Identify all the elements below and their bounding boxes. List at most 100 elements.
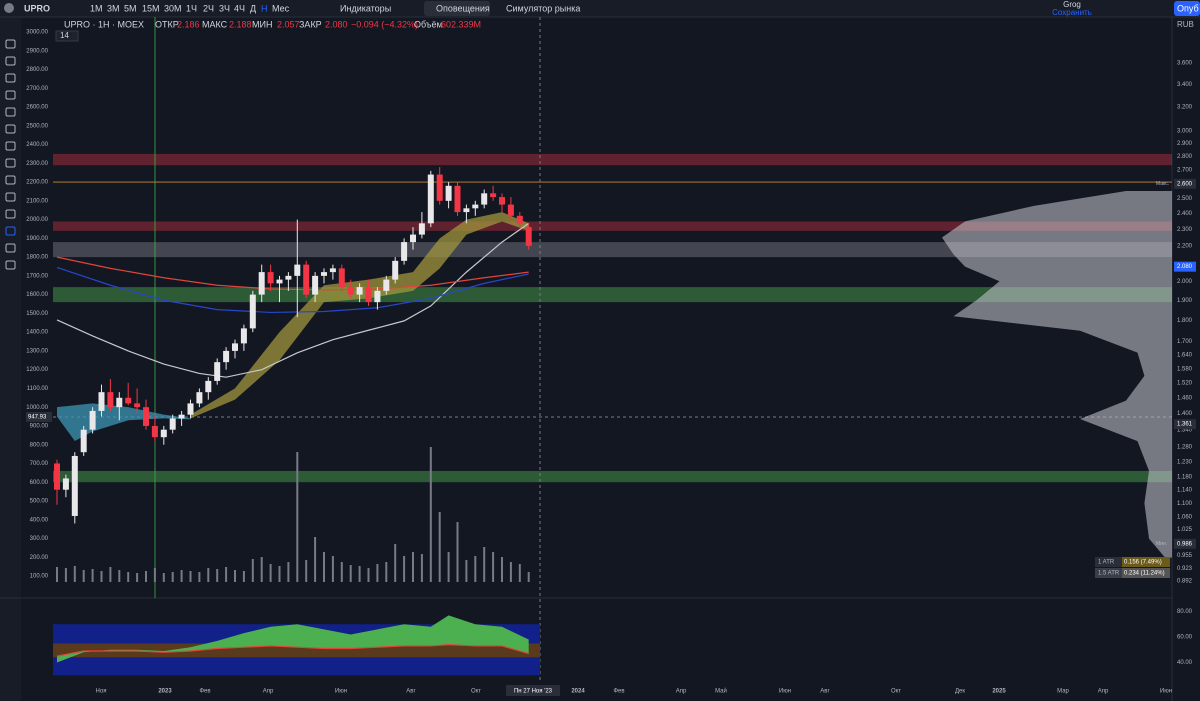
left-tick-label: 2900.00 <box>26 48 48 54</box>
tool-icon[interactable] <box>5 107 16 117</box>
replay-button[interactable]: Симулятор рынка <box>506 3 580 13</box>
tool-icon[interactable] <box>5 39 16 49</box>
right-tick-label: 1.800 <box>1177 318 1193 324</box>
interval-button[interactable]: 3Ч <box>219 3 230 13</box>
volume-bar <box>180 570 183 582</box>
indicators-button[interactable]: Индикаторы <box>340 3 391 13</box>
indicator-band <box>53 657 540 676</box>
legend-symbol: UPRO · 1Н · MOEX <box>64 19 144 29</box>
right-tick-label: 1.280 <box>1177 444 1193 450</box>
volume-bar <box>207 568 210 582</box>
right-tick-label: 1.640 <box>1177 352 1193 358</box>
candle-body <box>472 204 479 209</box>
volume-bar <box>420 554 423 582</box>
symbol[interactable]: UPRO <box>24 3 50 13</box>
candle-body <box>454 185 461 213</box>
atr-value: 0.234 (11.24%) <box>1124 571 1165 577</box>
left-tick-label: 700.00 <box>30 461 49 467</box>
right-tick-label: 2.400 <box>1177 211 1193 217</box>
tool-icon[interactable] <box>5 56 16 66</box>
interval-button[interactable]: Мес <box>272 3 290 13</box>
zone <box>53 242 1172 258</box>
right-tick-label: 3.200 <box>1177 104 1193 110</box>
left-tick-label: 2300.00 <box>26 161 48 167</box>
tool-icon[interactable] <box>5 226 16 236</box>
user-name[interactable]: Grog <box>1063 0 1081 9</box>
volume-bar <box>447 552 450 582</box>
indicator-tick-label: 40.00 <box>1177 660 1193 666</box>
ma-length-box[interactable] <box>55 30 79 42</box>
volume-bar <box>153 568 156 582</box>
candle-body <box>62 478 69 490</box>
right-tick-label: 1.900 <box>1177 298 1193 304</box>
time-label: Ноя <box>96 689 107 695</box>
interval-button[interactable]: 4Ч <box>234 3 245 13</box>
candle-body <box>80 429 87 453</box>
time-label: Май <box>715 688 727 695</box>
left-tick-label: 2800.00 <box>26 67 48 73</box>
right-tick-label: 0.923 <box>1177 566 1193 572</box>
currency[interactable]: RUB <box>1177 20 1194 29</box>
candle-body <box>187 403 194 415</box>
zone <box>53 153 1172 166</box>
time-label: Апр <box>1098 689 1109 695</box>
tool-icon[interactable] <box>5 192 16 202</box>
interval-button[interactable]: 3M <box>107 3 120 13</box>
indicator-band <box>53 643 540 658</box>
tool-icon[interactable] <box>5 124 16 134</box>
candle-body <box>240 328 247 344</box>
alerts-button[interactable]: Оповещения <box>436 3 490 13</box>
tool-icon[interactable] <box>5 90 16 100</box>
tool-icon[interactable] <box>5 209 16 219</box>
tool-icon[interactable] <box>5 158 16 168</box>
right-tick-label: 1.230 <box>1177 459 1193 465</box>
interval-button[interactable]: Н <box>261 3 268 13</box>
candle-body <box>445 185 452 201</box>
time-label: Дек <box>955 689 965 695</box>
right-tick-label: 3.400 <box>1177 82 1193 88</box>
volume-bar <box>323 552 325 582</box>
candle-body <box>258 272 265 295</box>
volume-bar <box>376 564 379 582</box>
avatar[interactable] <box>4 3 14 13</box>
left-tick-label: 1200.00 <box>26 367 48 373</box>
left-tick-label: 100.00 <box>30 574 49 580</box>
tool-icon[interactable] <box>5 243 16 253</box>
tool-icon[interactable] <box>5 260 16 270</box>
right-tick-label: 1.400 <box>1177 411 1193 417</box>
volume-bar <box>340 562 343 582</box>
left-tick-label: 400.00 <box>30 517 49 523</box>
interval-button[interactable]: 1Ч <box>186 3 197 13</box>
interval-button[interactable]: 30M <box>164 3 182 13</box>
interval-button[interactable]: 2Ч <box>203 3 214 13</box>
candle-body <box>356 287 363 295</box>
tool-icon[interactable] <box>5 141 16 151</box>
alerts-bg <box>424 1 490 16</box>
indicator-tick-label: 80.00 <box>1177 609 1193 615</box>
right-tick-label: 1.060 <box>1177 515 1193 521</box>
interval-button[interactable]: 5M <box>124 3 137 13</box>
candle-body <box>338 268 345 288</box>
save-button[interactable]: Сохранить <box>1052 8 1092 17</box>
candle-body <box>525 227 532 246</box>
right-tick-label: 1.460 <box>1177 396 1193 402</box>
tool-icon[interactable] <box>5 175 16 185</box>
right-tick-label: 2.800 <box>1177 154 1193 160</box>
legend-value: 2.080 <box>325 19 348 29</box>
left-tick-label: 1700.00 <box>26 273 48 279</box>
interval-button[interactable]: 15M <box>142 3 160 13</box>
legend-label: ОТКР <box>155 19 179 29</box>
left-tick-label: 3000.00 <box>26 30 48 36</box>
publish-button[interactable]: Опуб <box>1177 3 1199 13</box>
price-tag: 2.600 <box>1177 181 1193 187</box>
right-tick-label: 2.900 <box>1177 141 1193 147</box>
time-label: Авг <box>820 689 830 695</box>
legend-change: −0.094 (−4.32%) <box>351 19 418 29</box>
interval-button[interactable]: 1M <box>90 3 103 13</box>
interval-button[interactable]: Д <box>250 3 256 13</box>
candle-body <box>54 463 60 490</box>
tool-icon[interactable] <box>5 73 16 83</box>
candle-body <box>507 204 514 216</box>
price-tag-bg <box>1174 261 1196 272</box>
